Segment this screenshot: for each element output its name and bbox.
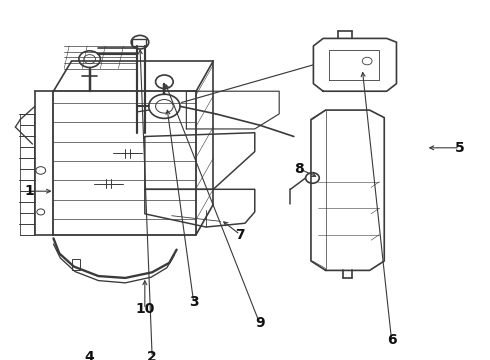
Text: 5: 5 — [455, 141, 465, 155]
Bar — [132, 39, 147, 46]
Text: 2: 2 — [147, 350, 157, 360]
Bar — [72, 260, 80, 270]
Text: 8: 8 — [294, 162, 304, 176]
Text: 6: 6 — [387, 333, 396, 347]
Text: 1: 1 — [24, 184, 34, 198]
Text: 7: 7 — [235, 228, 245, 242]
Text: 10: 10 — [135, 302, 154, 316]
Text: 3: 3 — [189, 296, 198, 310]
Text: 4: 4 — [85, 350, 95, 360]
Text: 9: 9 — [255, 316, 265, 330]
